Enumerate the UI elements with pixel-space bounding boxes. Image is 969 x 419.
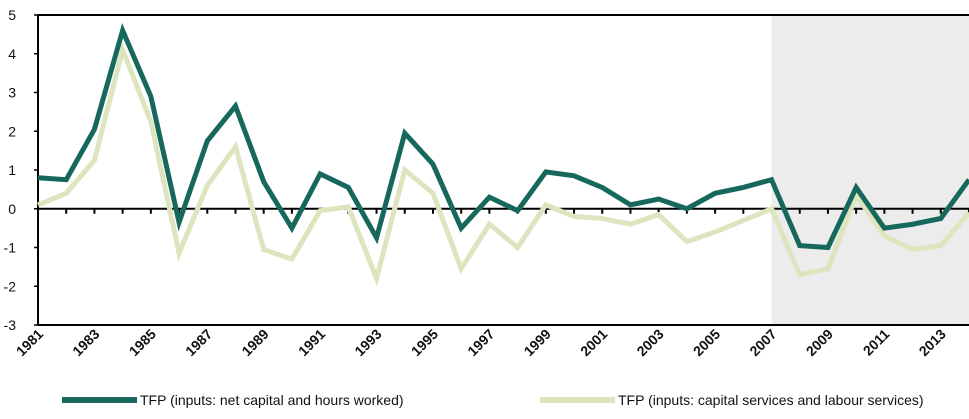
x-tick-label: 1991	[295, 326, 328, 359]
y-tick-label: -2	[4, 278, 17, 294]
x-tick-label: 2007	[746, 326, 779, 359]
y-tick-label: 4	[8, 46, 16, 62]
x-tick-label: 1999	[521, 326, 554, 359]
legend-label: TFP (inputs: net capital and hours worke…	[140, 392, 404, 408]
x-tick-label: 2009	[803, 326, 836, 359]
x-tick-label: 1981	[13, 326, 46, 359]
y-tick-label: -1	[4, 240, 17, 256]
legend-label: TFP (inputs: capital services and labour…	[618, 392, 924, 408]
y-tick-label: 1	[8, 162, 16, 178]
x-tick-label: 1983	[69, 326, 102, 359]
x-tick-label: 1989	[238, 326, 271, 359]
y-tick-label: 3	[8, 85, 16, 101]
y-tick-label: 2	[8, 123, 16, 139]
y-tick-label: 5	[8, 7, 16, 23]
x-tick-label: 2011	[860, 326, 893, 359]
series-line	[37, 41, 969, 287]
series-line	[37, 23, 969, 251]
x-tick-label: 2001	[577, 326, 610, 359]
x-tick-label: 2003	[633, 326, 666, 359]
x-tick-label: 2013	[916, 326, 949, 359]
y-tick-label: -3	[4, 317, 17, 333]
x-tick-label: 1993	[351, 326, 384, 359]
x-tick-label: 1987	[182, 326, 215, 359]
x-tick-label: 1985	[126, 326, 159, 359]
x-tick-label: 2005	[690, 326, 723, 359]
x-tick-label: 1995	[408, 326, 441, 359]
y-tick-label: 0	[8, 201, 16, 217]
x-tick-label: 1997	[464, 326, 497, 359]
shaded-region	[771, 15, 969, 325]
